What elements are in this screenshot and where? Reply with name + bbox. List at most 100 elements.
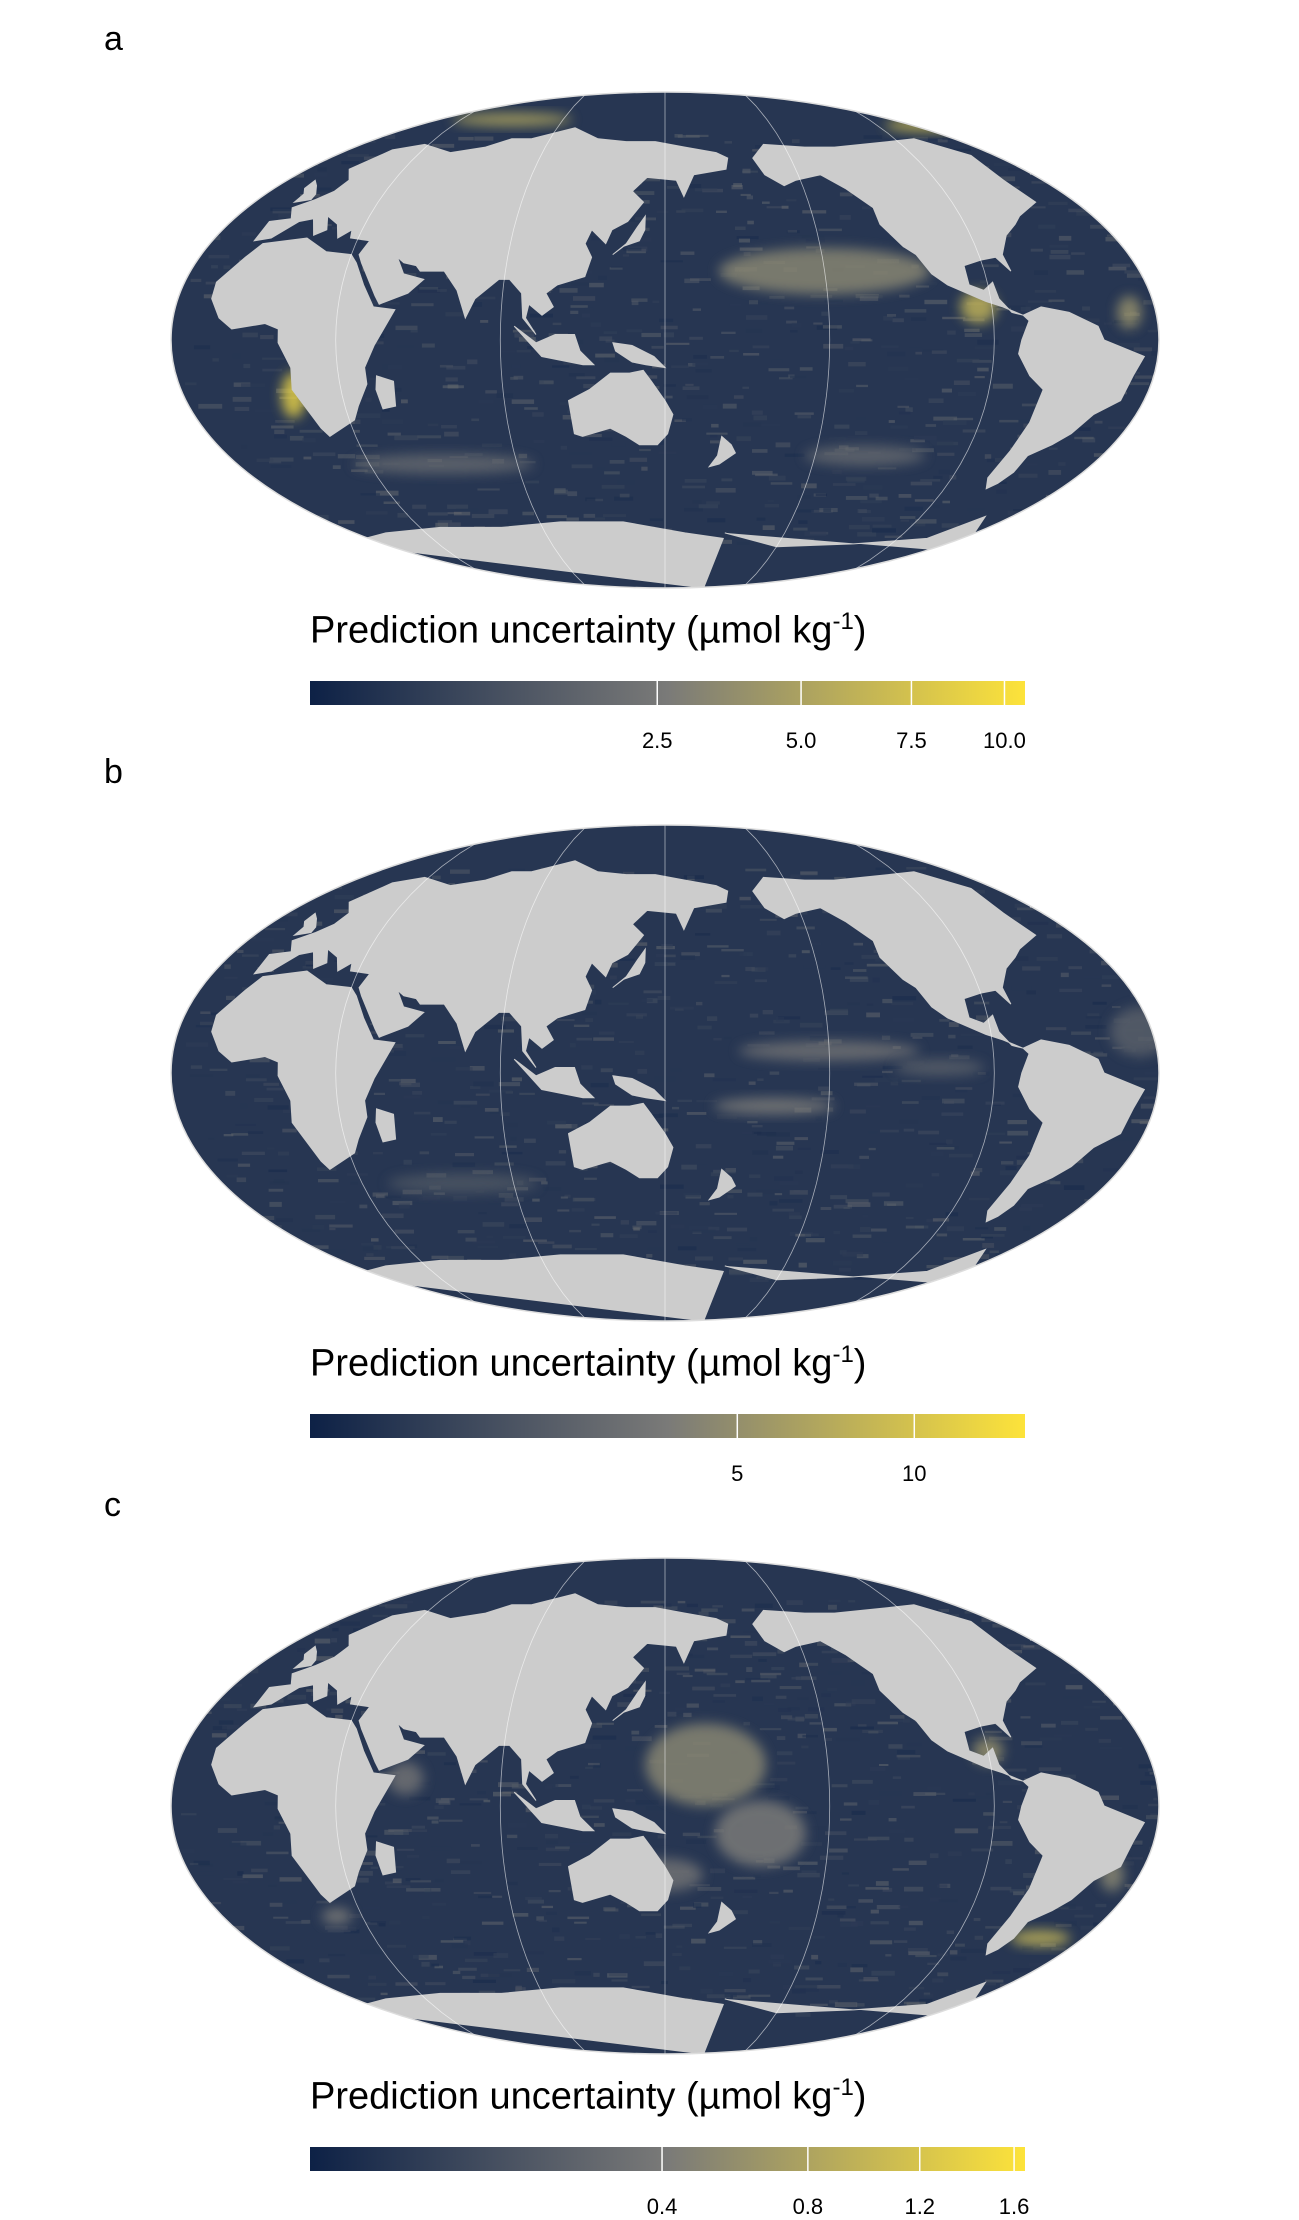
- uncertainty-cell: [776, 1751, 793, 1756]
- uncertainty-cell: [1016, 907, 1036, 911]
- uncertainty-cell: [338, 520, 355, 524]
- uncertainty-cell: [838, 389, 854, 393]
- uncertainty-cell: [421, 1961, 430, 1967]
- uncertainty-cell: [464, 453, 483, 456]
- uncertainty-cell: [905, 1183, 923, 1188]
- uncertainty-cell: [329, 1224, 353, 1228]
- uncertainty-cell: [1065, 1685, 1083, 1690]
- uncertainty-cell: [404, 273, 417, 277]
- uncertainty-cell: [1064, 1237, 1075, 1242]
- uncertainty-cell: [236, 1177, 247, 1183]
- uncertainty-cell: [278, 213, 296, 218]
- uncertainty-cell: [937, 1884, 948, 1888]
- uncertainty-cell: [787, 1707, 800, 1711]
- uncertainty-cell: [775, 1145, 793, 1151]
- uncertainty-cell: [933, 475, 943, 479]
- uncertainty-cell: [584, 1177, 597, 1180]
- uncertainty-cell: [569, 452, 592, 455]
- uncertainty-cell: [849, 977, 869, 982]
- uncertainty-cell: [737, 1247, 757, 1252]
- uncertainty-cell: [1015, 956, 1029, 961]
- legend-title-end: ): [853, 609, 867, 652]
- uncertainty-cell: [365, 1835, 378, 1838]
- uncertainty-cell: [237, 1163, 251, 1167]
- uncertainty-cell: [797, 415, 812, 419]
- uncertainty-cell: [828, 1599, 841, 1603]
- uncertainty-cell: [1066, 1232, 1073, 1236]
- colorbar-tick-label: 10: [902, 1461, 927, 1486]
- uncertainty-hotspot: [1117, 295, 1142, 329]
- land-uk: [292, 912, 318, 936]
- uncertainty-cell: [670, 1068, 682, 1072]
- uncertainty-cell: [980, 1254, 990, 1259]
- uncertainty-hotspot: [352, 454, 534, 474]
- uncertainty-cell: [869, 1767, 886, 1771]
- uncertainty-cell: [406, 1888, 430, 1892]
- uncertainty-cell: [856, 2003, 865, 2007]
- graticule-line: [335, 92, 511, 588]
- uncertainty-cell: [1028, 300, 1052, 303]
- uncertainty-cell: [749, 1174, 761, 1179]
- uncertainty-cell: [431, 1255, 449, 1259]
- uncertainty-cell: [758, 1658, 767, 1662]
- uncertainty-cell: [958, 391, 976, 396]
- uncertainty-cell: [970, 1606, 990, 1611]
- uncertainty-cell: [800, 871, 818, 876]
- uncertainty-cell: [658, 1606, 678, 1610]
- uncertainty-cell: [835, 1737, 860, 1742]
- uncertainty-cell: [1117, 1861, 1135, 1866]
- uncertainty-cell: [821, 311, 829, 316]
- uncertainty-cell: [399, 1082, 412, 1086]
- uncertainty-cell: [833, 1204, 852, 1209]
- uncertainty-cell: [604, 1908, 619, 1912]
- uncertainty-cell: [747, 1121, 758, 1124]
- uncertainty-cell: [351, 469, 368, 472]
- uncertainty-cell: [222, 1724, 240, 1730]
- uncertainty-cell: [839, 215, 851, 220]
- uncertainty-cell: [832, 483, 856, 486]
- uncertainty-cell: [383, 501, 400, 504]
- uncertainty-cell: [631, 1730, 640, 1735]
- uncertainty-cell: [363, 156, 378, 160]
- uncertainty-cell: [504, 1197, 524, 1202]
- uncertainty-cell: [608, 1002, 629, 1005]
- uncertainty-cell: [745, 966, 755, 972]
- uncertainty-cell: [851, 1699, 876, 1705]
- uncertainty-cell: [693, 908, 717, 912]
- uncertainty-cell: [263, 1225, 276, 1230]
- uncertainty-cell: [679, 1966, 691, 1971]
- uncertainty-cell: [439, 364, 454, 368]
- uncertainty-cell: [829, 1008, 848, 1014]
- uncertainty-cell: [888, 1829, 906, 1834]
- uncertainty-cell: [857, 1083, 871, 1087]
- uncertainty-cell: [317, 167, 327, 172]
- uncertainty-cell: [739, 952, 747, 957]
- uncertainty-cell: [665, 1666, 689, 1671]
- uncertainty-cell: [1096, 1196, 1110, 1201]
- uncertainty-cell: [968, 1792, 975, 1796]
- uncertainty-cell: [735, 226, 746, 230]
- uncertainty-cell: [993, 1771, 1008, 1776]
- uncertainty-cell: [790, 330, 798, 333]
- uncertainty-cell: [1021, 1204, 1044, 1208]
- uncertainty-cell: [743, 1630, 763, 1633]
- uncertainty-cell: [610, 975, 617, 980]
- uncertainty-cell: [437, 522, 461, 527]
- uncertainty-cell: [382, 364, 391, 370]
- uncertainty-cell: [821, 1650, 838, 1654]
- uncertainty-cell: [268, 1188, 284, 1192]
- uncertainty-cell: [208, 254, 230, 259]
- uncertainty-cell: [797, 1697, 809, 1700]
- uncertainty-cell: [414, 1111, 431, 1115]
- uncertainty-cell: [432, 1902, 446, 1906]
- uncertainty-cell: [594, 1216, 616, 1219]
- uncertainty-cell: [603, 514, 627, 518]
- uncertainty-cell: [635, 1050, 645, 1055]
- uncertainty-cell: [985, 1979, 1004, 1983]
- uncertainty-cell: [384, 1829, 404, 1835]
- uncertainty-cell: [1036, 956, 1058, 961]
- uncertainty-cell: [685, 134, 709, 137]
- uncertainty-cell: [340, 1621, 360, 1626]
- land-eurasia: [253, 1593, 729, 1801]
- uncertainty-cell: [713, 1236, 732, 1240]
